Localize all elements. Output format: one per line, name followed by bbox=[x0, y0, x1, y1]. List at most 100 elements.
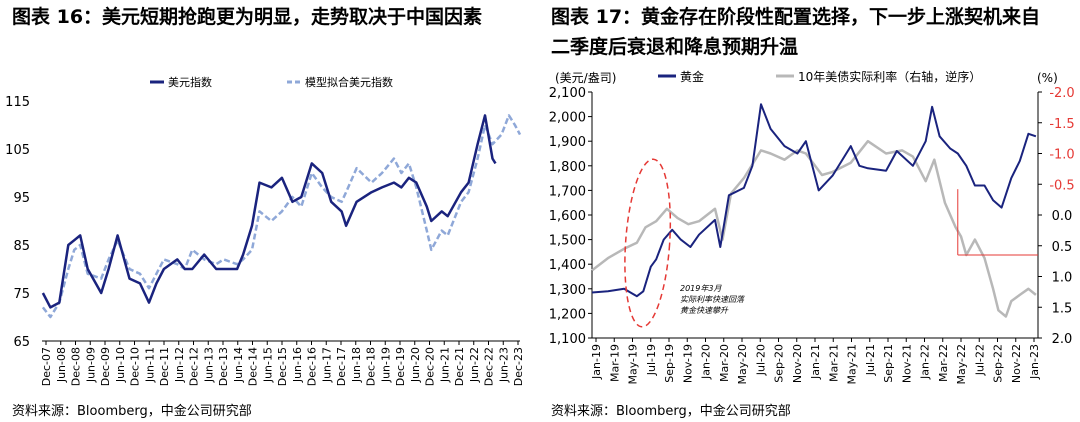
left-source-note: 资料来源：Bloomberg，中金公司研究部 bbox=[12, 404, 252, 419]
left-tick-label: 1,600 bbox=[549, 209, 586, 224]
y-tick-label: 115 bbox=[5, 95, 30, 110]
left-tick-label: 1,200 bbox=[549, 307, 586, 322]
y-tick-label: 95 bbox=[13, 191, 30, 206]
x-tick-label: Dec-19 bbox=[394, 347, 407, 386]
left-tick-label: 1,100 bbox=[549, 332, 586, 347]
x-tick-label: Dec-21 bbox=[453, 347, 466, 386]
x-tick-label: Dec-18 bbox=[365, 347, 378, 386]
x-tick-label: Dec-09 bbox=[99, 347, 112, 386]
x-tick-label: Jun-23 bbox=[497, 347, 510, 383]
x-tick-label: Dec-17 bbox=[335, 347, 348, 386]
right-tick-label: -0.5 bbox=[1049, 178, 1074, 193]
x-tick-label: Jan-19 bbox=[590, 344, 603, 380]
x-tick-label: May-19 bbox=[627, 344, 640, 385]
x-tick-label: Jul-19 bbox=[645, 344, 658, 376]
right-tick-label: -2.0 bbox=[1049, 86, 1074, 101]
left-tick-label: 1,800 bbox=[549, 160, 586, 175]
x-tick-label: Jun-13 bbox=[202, 347, 215, 383]
x-tick-label: May-21 bbox=[846, 344, 859, 385]
x-tick-label: Nov-21 bbox=[900, 344, 913, 383]
series-line bbox=[41, 114, 497, 309]
highlight-ellipse bbox=[624, 158, 672, 328]
x-tick-label: Jun-10 bbox=[114, 347, 127, 383]
x-tick-label: Nov-19 bbox=[681, 344, 694, 383]
right-tick-label: -1.0 bbox=[1049, 148, 1074, 163]
left-tick-label: 1,300 bbox=[549, 283, 586, 298]
x-tick-label: Dec-07 bbox=[40, 347, 53, 386]
x-tick-label: Dec-20 bbox=[424, 347, 437, 386]
x-tick-label: May-22 bbox=[955, 344, 968, 385]
y-tick-label: 75 bbox=[13, 287, 30, 302]
x-tick-label: Jul-20 bbox=[754, 344, 767, 376]
x-tick-label: Dec-08 bbox=[70, 347, 83, 386]
left-tick-label: 1,700 bbox=[549, 184, 586, 199]
right-tick-label: 0.5 bbox=[1052, 240, 1073, 255]
x-tick-label: Nov-22 bbox=[1010, 344, 1023, 383]
y-tick-label: 85 bbox=[13, 239, 30, 254]
legend-label: 黄金 bbox=[680, 69, 704, 84]
x-tick-label: Jun-12 bbox=[173, 347, 186, 383]
x-tick-label: Mar-22 bbox=[937, 344, 950, 382]
annotation-text: 实际利率快速回落 bbox=[680, 295, 746, 304]
right-dual-axis-chart: (美元/盎司) (%) 1,100 1,200 1,300 1,400 1,500 1,600… bbox=[549, 69, 1075, 385]
left-tick-label: 2,100 bbox=[549, 86, 586, 101]
right-tick-label: 2.0 bbox=[1052, 332, 1073, 347]
x-tick-label: Jun-20 bbox=[409, 347, 422, 383]
x-tick-label: Jun-11 bbox=[143, 347, 156, 383]
right-tick-label: 1.0 bbox=[1052, 271, 1073, 286]
x-tick-label: Jan-21 bbox=[809, 344, 822, 380]
x-tick-label: Dec-16 bbox=[306, 347, 319, 386]
x-tick-label: Jul-21 bbox=[864, 344, 877, 376]
right-chart-title-line2: 二季度后衰退和降息预期升温 bbox=[551, 36, 799, 58]
x-tick-label: Dec-12 bbox=[188, 347, 201, 386]
y-tick-label: 105 bbox=[5, 143, 30, 158]
x-tick-label: Jun-22 bbox=[468, 347, 481, 383]
annotation-text: 黄金快速攀升 bbox=[680, 306, 729, 315]
right-axis-title: (%) bbox=[1037, 71, 1058, 85]
x-tick-label: Jun-19 bbox=[379, 347, 392, 383]
x-tick-label: May-20 bbox=[736, 344, 749, 385]
left-tick-label: 2,000 bbox=[549, 111, 586, 126]
x-tick-label: Nov-20 bbox=[791, 344, 804, 383]
right-source-note: 资料来源：Bloomberg，中金公司研究部 bbox=[551, 404, 791, 419]
x-tick-label: Jul-22 bbox=[973, 344, 986, 376]
x-tick-label: Mar-21 bbox=[827, 344, 840, 382]
y-tick-label: 65 bbox=[13, 335, 30, 350]
legend-label: 美元指数 bbox=[168, 75, 212, 89]
x-tick-label: Jun-21 bbox=[438, 347, 451, 383]
x-tick-label: Dec-15 bbox=[276, 347, 289, 386]
x-tick-label: Jan-22 bbox=[919, 344, 932, 380]
x-tick-label: Jun-17 bbox=[320, 347, 333, 383]
x-tick-label: Dec-14 bbox=[247, 347, 260, 386]
gold-price-line bbox=[591, 103, 1037, 298]
right-tick-label: 1.5 bbox=[1052, 301, 1073, 316]
x-tick-label: Mar-19 bbox=[608, 344, 621, 382]
annotation-text: 2019年3月 bbox=[680, 284, 722, 293]
x-tick-label: Mar-20 bbox=[718, 344, 731, 382]
x-tick-label: Dec-13 bbox=[217, 347, 230, 386]
x-tick-label: Sep-20 bbox=[773, 344, 786, 383]
x-tick-label: Jun-18 bbox=[350, 347, 363, 383]
left-tick-label: 1,900 bbox=[549, 135, 586, 150]
x-tick-label: Jun-16 bbox=[291, 347, 304, 383]
x-tick-label: Dec-22 bbox=[483, 347, 496, 386]
real-rate-line bbox=[591, 139, 1037, 318]
left-tick-label: 1,400 bbox=[549, 258, 586, 273]
left-axis-title: (美元/盎司) bbox=[555, 71, 616, 85]
x-tick-label: Jan-20 bbox=[700, 344, 713, 380]
x-tick-label: Dec-23 bbox=[512, 347, 525, 386]
right-chart-title-line1: 图表 17：黄金存在阶段性配置选择，下一步上涨契机来自 bbox=[551, 6, 1041, 28]
x-tick-label: Jan-23 bbox=[1028, 344, 1041, 380]
x-tick-label: Dec-11 bbox=[158, 347, 171, 386]
x-tick-label: Sep-22 bbox=[992, 344, 1005, 383]
right-tick-label: -1.5 bbox=[1049, 117, 1074, 132]
x-tick-label: Jun-14 bbox=[232, 347, 245, 383]
x-tick-label: Jun-08 bbox=[55, 347, 68, 383]
x-tick-label: Dec-10 bbox=[129, 347, 142, 386]
legend-label: 模型拟合美元指数 bbox=[305, 75, 393, 89]
x-tick-label: Sep-21 bbox=[882, 344, 895, 383]
legend-label: 10年美债实际利率（右轴，逆序） bbox=[798, 69, 981, 84]
x-tick-label: Sep-19 bbox=[663, 344, 676, 383]
